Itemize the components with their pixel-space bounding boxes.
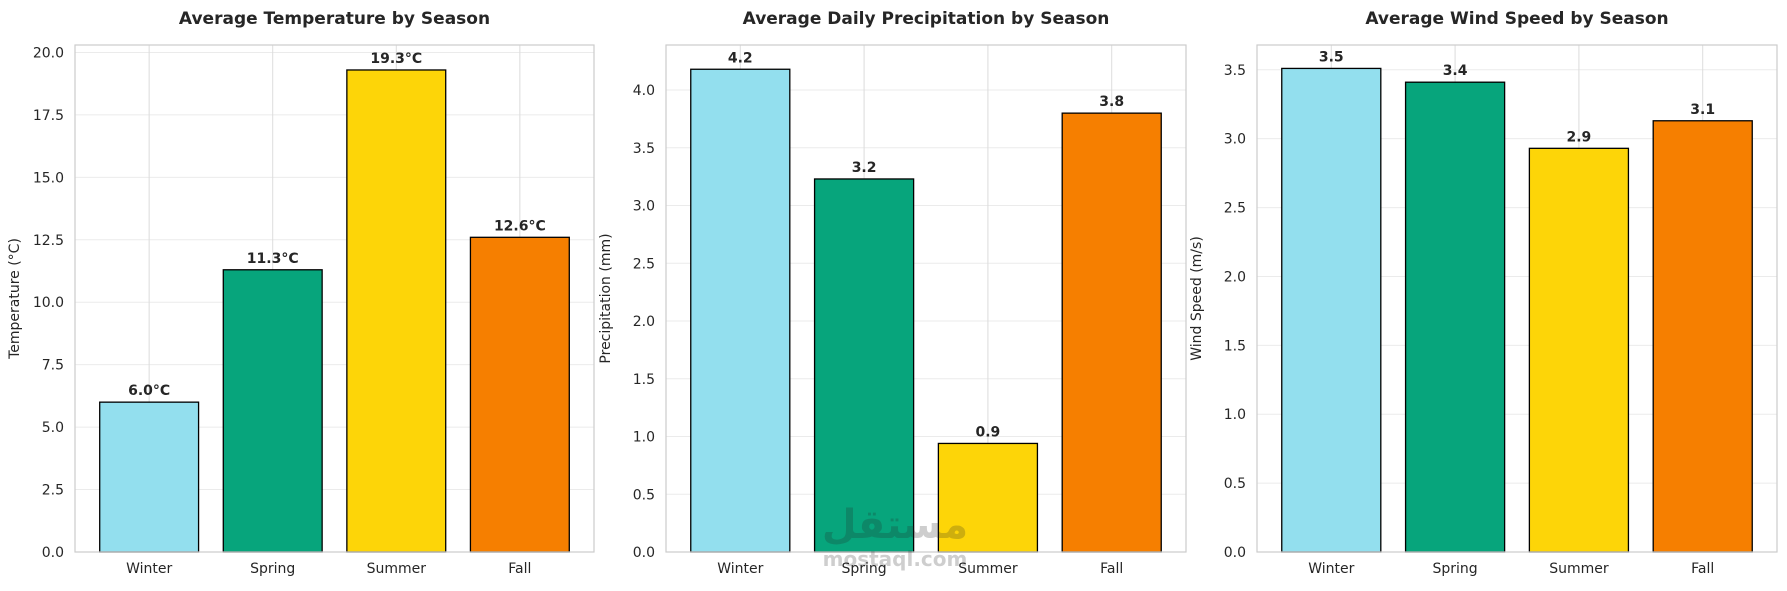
chart-panel-1: 6.0°C 11.3°C 19.3°C 12.6°C 0.0 2.5 5.0 7.5 10.0 1… (7, 9, 595, 577)
y-tick-label: 0.5 (633, 487, 655, 503)
bar-summer (1528, 147, 1630, 553)
y-axis-label: Temperature (°C) (7, 238, 23, 360)
y-tick-label: 20.0 (33, 45, 64, 61)
y-tick-label: 2.0 (633, 314, 655, 330)
data-label-fall: 12.6°C (494, 218, 546, 234)
data-label-spring: 3.2 (852, 160, 877, 176)
y-tick-label: 15.0 (33, 170, 64, 186)
y-tick-label: 10.0 (33, 295, 64, 311)
x-tick-label-winter: Winter (126, 561, 172, 577)
chart-title: Average Wind Speed by Season (1365, 9, 1668, 29)
y-axis-label: Precipitation (mm) (598, 233, 614, 363)
data-label-summer: 2.9 (1566, 129, 1591, 145)
y-tick-label: 2.0 (1224, 269, 1246, 285)
y-tick-label: 2.5 (633, 256, 655, 272)
y-tick-label: 1.0 (1224, 407, 1246, 423)
y-tick-label: 17.5 (33, 108, 64, 124)
data-label-fall: 3.8 (1099, 94, 1124, 110)
y-tick-label: 0.0 (633, 545, 655, 561)
x-tick-label-fall: Fall (1691, 561, 1714, 577)
x-tick-label-spring: Spring (250, 561, 295, 577)
x-tick-label-summer: Summer (958, 561, 1018, 577)
x-tick-label-spring: Spring (1433, 561, 1478, 577)
x-tick-label-spring: Spring (842, 561, 887, 577)
y-axis-label: Wind Speed (m/s) (1189, 236, 1205, 361)
y-tick-label: 3.5 (633, 141, 655, 157)
data-label-spring: 11.3°C (247, 251, 299, 267)
bar-winter (690, 68, 791, 553)
chart-panel-3: 3.5 3.4 2.9 3.1 0.0 0.5 1.0 1.5 2.0 2.5 3.0 3.5 Wint… (1189, 9, 1778, 577)
bar-summer (937, 442, 1039, 553)
y-tick-label: 2.5 (42, 483, 64, 499)
data-label-winter: 6.0°C (128, 383, 170, 399)
y-tick-label: 3.0 (633, 199, 655, 215)
y-tick-label: 2.5 (1224, 201, 1246, 217)
y-tick-label: 5.0 (42, 420, 64, 436)
x-tick-label-summer: Summer (367, 561, 427, 577)
axes-frame (74, 44, 595, 553)
data-label-summer: 0.9 (975, 424, 1000, 440)
x-tick-label-fall: Fall (1100, 561, 1123, 577)
x-tick-label-summer: Summer (1549, 561, 1609, 577)
chart-title: Average Daily Precipitation by Season (743, 9, 1110, 29)
y-tick-label: 7.5 (42, 358, 64, 374)
y-tick-label: 0.0 (42, 545, 64, 561)
data-label-winter: 4.2 (728, 50, 753, 66)
bar-fall (469, 236, 570, 553)
bar-winter (1281, 67, 1382, 553)
y-tick-label: 0.5 (1224, 476, 1246, 492)
bar-summer (346, 69, 447, 553)
data-label-winter: 3.5 (1319, 49, 1344, 65)
axes-frame (1256, 44, 1778, 553)
data-label-fall: 3.1 (1690, 102, 1715, 118)
y-tick-label: 3.5 (1224, 63, 1246, 79)
data-label-spring: 3.4 (1443, 63, 1468, 79)
y-tick-label: 12.5 (33, 233, 64, 249)
y-tick-label: 4.0 (633, 83, 655, 99)
x-tick-label-winter: Winter (717, 561, 763, 577)
bar-spring (1404, 81, 1506, 553)
y-tick-label: 3.0 (1224, 132, 1246, 148)
y-tick-label: 1.5 (1224, 338, 1246, 354)
bar-winter (99, 401, 200, 553)
bar-fall (1652, 120, 1753, 553)
bar-spring (813, 178, 915, 553)
y-tick-label: 0.0 (1224, 545, 1246, 561)
y-tick-label: 1.0 (633, 430, 655, 446)
y-tick-label: 1.5 (633, 372, 655, 388)
x-tick-label-fall: Fall (508, 561, 531, 577)
bar-fall (1061, 112, 1162, 553)
chart-title: Average Temperature by Season (179, 9, 490, 29)
x-tick-label-winter: Winter (1308, 561, 1354, 577)
bar-spring (222, 269, 323, 553)
data-label-summer: 19.3°C (370, 51, 422, 67)
chart-panel-2: 4.2 3.2 0.9 3.8 0.0 0.5 1.0 1.5 2.0 2.5 3.0 3.5 4.0 W… (598, 9, 1187, 577)
axes-frame (665, 44, 1187, 553)
